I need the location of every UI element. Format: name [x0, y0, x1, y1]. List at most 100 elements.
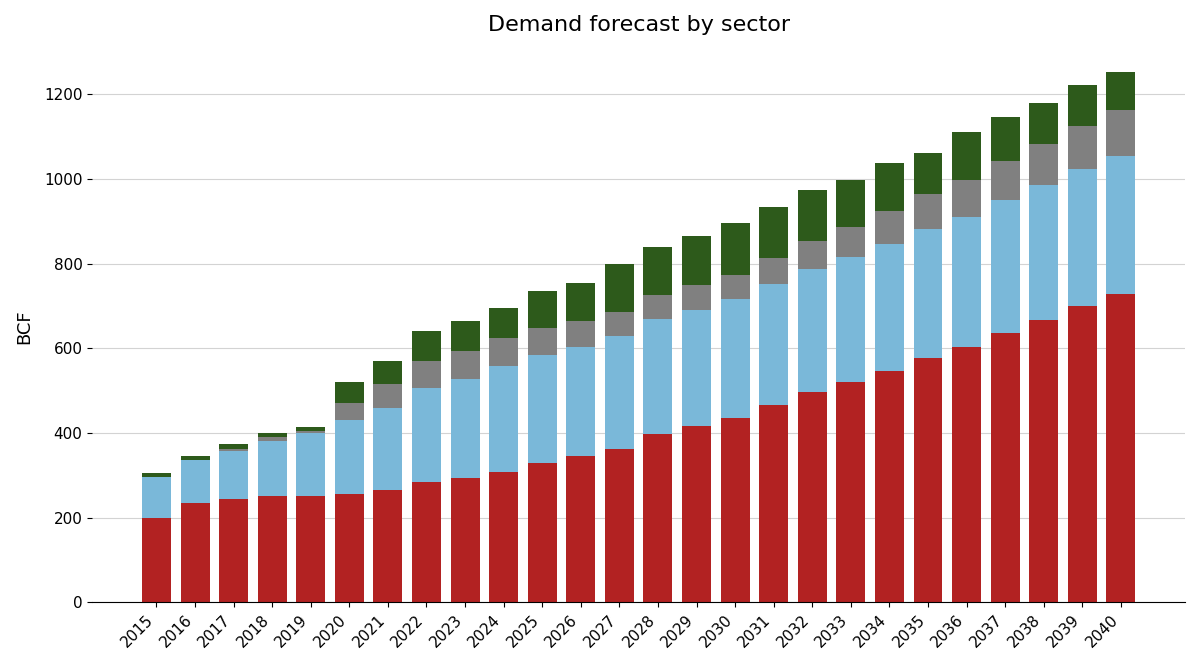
Bar [451, 321, 480, 351]
Bar [1030, 320, 1058, 602]
Bar [682, 310, 710, 426]
Bar [643, 319, 672, 434]
Bar [412, 361, 440, 388]
Bar [605, 312, 634, 336]
Bar [220, 449, 248, 451]
Bar [220, 451, 248, 499]
Bar [875, 243, 904, 370]
Bar [643, 434, 672, 602]
Bar [528, 291, 557, 328]
Bar [605, 336, 634, 449]
Bar [991, 332, 1020, 602]
Bar [875, 163, 904, 211]
Bar [836, 257, 865, 382]
Bar [836, 180, 865, 227]
Bar [1030, 144, 1058, 186]
Bar [643, 247, 672, 295]
Bar [412, 481, 440, 602]
Bar [528, 355, 557, 464]
Bar [721, 299, 750, 418]
Bar [991, 200, 1020, 332]
Bar [952, 180, 982, 217]
Bar [528, 464, 557, 602]
Bar [721, 418, 750, 602]
Bar [952, 132, 982, 180]
Bar [180, 460, 210, 503]
Bar [490, 338, 518, 366]
Bar [373, 361, 402, 384]
Bar [296, 495, 325, 602]
Bar [991, 161, 1020, 200]
Bar [721, 223, 750, 275]
Bar [373, 384, 402, 408]
Bar [258, 433, 287, 437]
Bar [1106, 110, 1135, 156]
Bar [1106, 72, 1135, 110]
Bar [913, 358, 942, 602]
Bar [335, 403, 364, 420]
Bar [220, 499, 248, 602]
Bar [952, 217, 982, 347]
Bar [451, 378, 480, 478]
Bar [490, 366, 518, 472]
Bar [605, 449, 634, 602]
Bar [566, 456, 595, 602]
Bar [913, 194, 942, 229]
Bar [412, 388, 440, 481]
Bar [180, 456, 210, 460]
Bar [798, 269, 827, 392]
Bar [180, 503, 210, 602]
Bar [142, 517, 170, 602]
Bar [566, 283, 595, 321]
Bar [991, 116, 1020, 161]
Bar [1030, 186, 1058, 320]
Bar [258, 442, 287, 496]
Bar [836, 227, 865, 257]
Bar [528, 328, 557, 355]
Bar [1106, 295, 1135, 602]
Bar [258, 496, 287, 602]
Bar [836, 382, 865, 602]
Bar [451, 351, 480, 378]
Bar [760, 258, 788, 284]
Bar [451, 478, 480, 602]
Bar [296, 433, 325, 495]
Bar [335, 494, 364, 602]
Bar [682, 237, 710, 285]
Bar [605, 265, 634, 312]
Bar [296, 426, 325, 431]
Bar [566, 321, 595, 347]
Bar [913, 152, 942, 194]
Bar [913, 229, 942, 358]
Bar [335, 382, 364, 403]
Bar [798, 392, 827, 602]
Bar [952, 347, 982, 602]
Bar [335, 420, 364, 494]
Bar [760, 207, 788, 258]
Bar [566, 347, 595, 456]
Bar [760, 405, 788, 602]
Bar [490, 472, 518, 602]
Bar [682, 285, 710, 310]
Bar [798, 190, 827, 241]
Bar [1068, 85, 1097, 126]
Bar [142, 477, 170, 517]
Bar [1068, 169, 1097, 306]
Bar [682, 426, 710, 602]
Y-axis label: BCF: BCF [14, 310, 32, 344]
Bar [1068, 306, 1097, 602]
Bar [296, 431, 325, 433]
Bar [721, 275, 750, 299]
Bar [412, 331, 440, 361]
Bar [258, 437, 287, 442]
Bar [373, 408, 402, 490]
Bar [220, 444, 248, 449]
Bar [760, 284, 788, 405]
Bar [490, 308, 518, 338]
Title: Demand forecast by sector: Demand forecast by sector [487, 15, 790, 35]
Bar [875, 211, 904, 243]
Bar [1106, 156, 1135, 295]
Bar [1030, 103, 1058, 144]
Bar [875, 370, 904, 602]
Bar [1068, 126, 1097, 169]
